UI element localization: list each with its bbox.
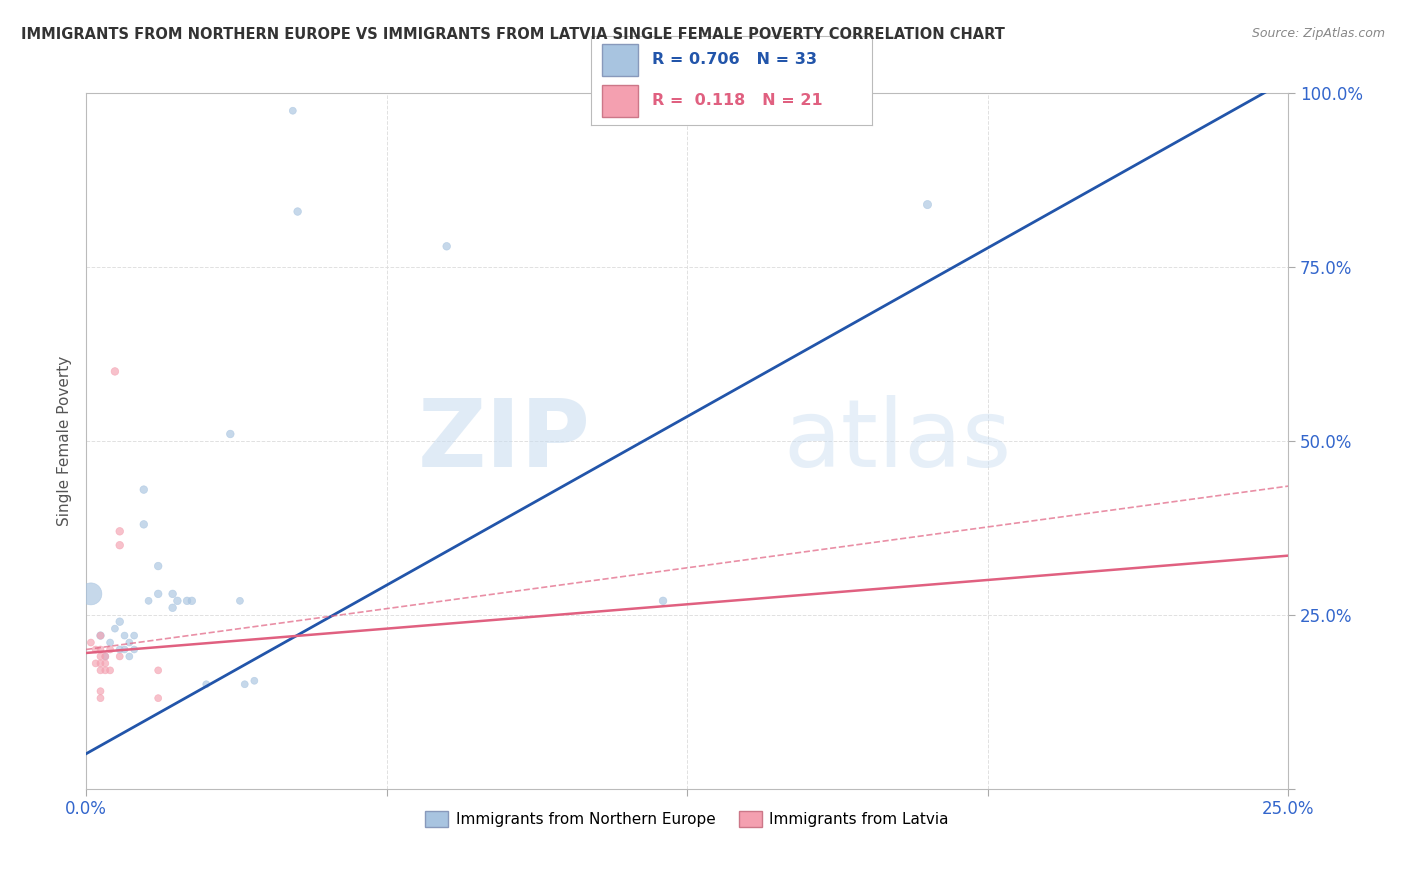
FancyBboxPatch shape xyxy=(602,44,638,76)
Point xyxy=(89,657,111,671)
Point xyxy=(195,677,218,691)
Point xyxy=(229,594,252,608)
Text: Source: ZipAtlas.com: Source: ZipAtlas.com xyxy=(1251,27,1385,40)
Point xyxy=(94,649,117,664)
Point xyxy=(89,684,111,698)
Point xyxy=(180,594,202,608)
Point xyxy=(108,538,131,552)
Point xyxy=(148,587,170,601)
Point xyxy=(219,427,242,442)
Point xyxy=(114,629,136,643)
Point xyxy=(108,642,131,657)
Point xyxy=(98,664,121,678)
Point xyxy=(108,524,131,539)
Text: ZIP: ZIP xyxy=(418,395,591,487)
Point xyxy=(94,657,117,671)
Point xyxy=(80,587,103,601)
Point xyxy=(162,587,184,601)
Point xyxy=(118,635,141,649)
Point xyxy=(108,649,131,664)
Point xyxy=(104,622,127,636)
Y-axis label: Single Female Poverty: Single Female Poverty xyxy=(58,356,72,526)
Point xyxy=(84,642,107,657)
Legend: Immigrants from Northern Europe, Immigrants from Latvia: Immigrants from Northern Europe, Immigra… xyxy=(419,805,955,833)
Text: atlas: atlas xyxy=(783,395,1011,487)
Point xyxy=(89,649,111,664)
Point xyxy=(108,615,131,629)
Point xyxy=(89,642,111,657)
Point xyxy=(148,691,170,706)
Point xyxy=(94,649,117,664)
Point xyxy=(89,629,111,643)
Point xyxy=(281,103,304,118)
Point xyxy=(98,635,121,649)
Point xyxy=(436,239,458,253)
Point xyxy=(89,691,111,706)
Point xyxy=(652,594,675,608)
Text: R =  0.118   N = 21: R = 0.118 N = 21 xyxy=(652,94,823,108)
Point xyxy=(89,664,111,678)
Point xyxy=(148,664,170,678)
Text: R = 0.706   N = 33: R = 0.706 N = 33 xyxy=(652,53,817,67)
Point xyxy=(138,594,160,608)
Point xyxy=(243,673,266,688)
Point xyxy=(148,559,170,574)
Point xyxy=(132,483,155,497)
Point xyxy=(176,594,198,608)
Point xyxy=(233,677,256,691)
Point xyxy=(118,649,141,664)
Point xyxy=(122,642,145,657)
FancyBboxPatch shape xyxy=(602,85,638,117)
Point xyxy=(98,642,121,657)
Point xyxy=(89,629,111,643)
Point xyxy=(162,600,184,615)
Point xyxy=(166,594,188,608)
Point xyxy=(94,664,117,678)
Text: IMMIGRANTS FROM NORTHERN EUROPE VS IMMIGRANTS FROM LATVIA SINGLE FEMALE POVERTY : IMMIGRANTS FROM NORTHERN EUROPE VS IMMIG… xyxy=(21,27,1005,42)
Point xyxy=(104,364,127,378)
Point xyxy=(80,635,103,649)
Point xyxy=(84,657,107,671)
Point xyxy=(917,197,939,211)
Point xyxy=(122,629,145,643)
Point xyxy=(132,517,155,532)
Point xyxy=(114,642,136,657)
Point xyxy=(287,204,309,219)
